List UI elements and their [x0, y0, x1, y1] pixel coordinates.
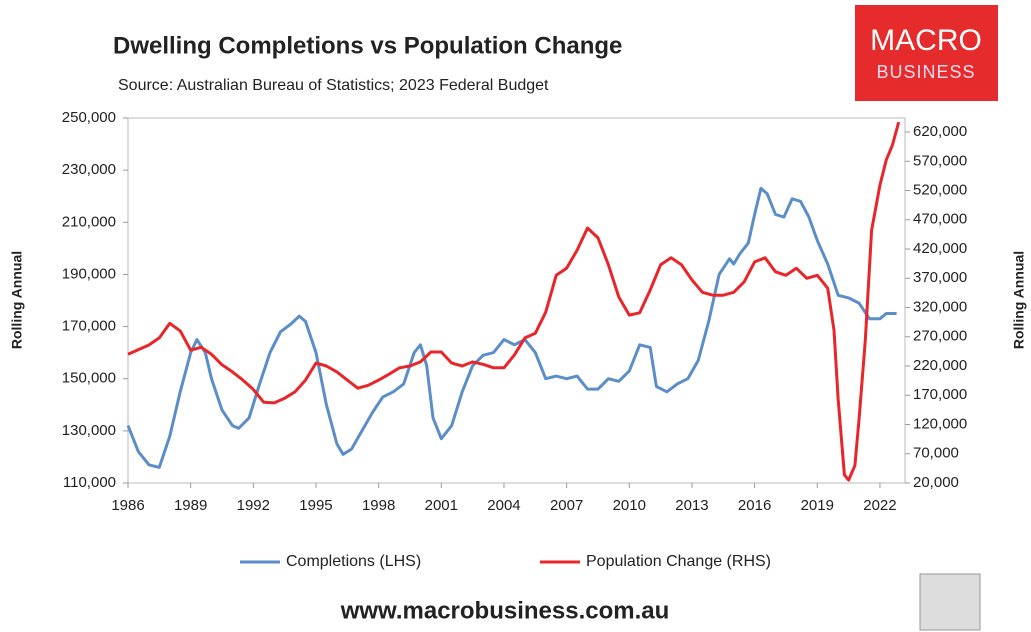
y2-tick-label: 570,000	[913, 152, 967, 169]
y2-axis-title: Rolling Annual	[1011, 251, 1027, 349]
logo-text: BUSINESS	[876, 62, 975, 82]
x-tick-label: 2004	[487, 497, 520, 514]
chart-title: Dwelling Completions vs Population Chang…	[113, 32, 622, 59]
wolf-icon	[919, 573, 981, 631]
chart-subtitle: Source: Australian Bureau of Statistics;…	[118, 77, 549, 94]
y-tick-label: 250,000	[62, 109, 116, 126]
y-tick-label: 170,000	[62, 318, 116, 335]
logo-box	[855, 5, 998, 101]
plot-frame	[127, 117, 906, 484]
series-line	[127, 121, 901, 482]
y2-tick-label: 270,000	[913, 328, 967, 345]
x-tick-label: 2013	[675, 497, 708, 514]
x-tick-label: 2022	[863, 497, 896, 514]
x-tick-label: 1989	[174, 497, 207, 514]
y2-tick-label: 470,000	[913, 211, 967, 228]
legend-label: Completions (LHS)	[286, 553, 421, 570]
y-tick-label: 230,000	[62, 161, 116, 178]
y2-tick-label: 170,000	[913, 386, 967, 403]
x-tick-label: 2010	[613, 497, 646, 514]
y2-tick-label: 220,000	[913, 357, 967, 374]
y2-tick-label: 620,000	[913, 123, 967, 140]
y2-tick-label: 120,000	[913, 415, 967, 432]
x-tick-label: 1995	[299, 497, 332, 514]
x-tick-label: 2007	[550, 497, 583, 514]
y-tick-label: 190,000	[62, 265, 116, 282]
x-tick-label: 1986	[111, 497, 144, 514]
x-tick-label: 2001	[425, 497, 458, 514]
footer: www.macrobusiness.com.au	[340, 597, 670, 624]
y-tick-label: 150,000	[62, 370, 116, 387]
y-axis-title: Rolling Annual	[9, 251, 25, 349]
y2-tick-label: 520,000	[913, 182, 967, 199]
y2-tick-label: 320,000	[913, 298, 967, 315]
y2-tick-label: 370,000	[913, 269, 967, 286]
x-tick-label: 2016	[738, 497, 771, 514]
y2-tick-label: 20,000	[913, 474, 959, 491]
y-tick-label: 210,000	[62, 213, 116, 230]
y-tick-label: 110,000	[63, 474, 116, 491]
x-tick-label: 1992	[237, 497, 270, 514]
x-tick-label: 2019	[801, 497, 834, 514]
x-tick-label: 1998	[362, 497, 395, 514]
y-tick-label: 130,000	[62, 422, 116, 439]
y2-tick-label: 70,000	[913, 445, 959, 462]
y2-tick-label: 420,000	[913, 240, 967, 257]
logo-text: MACRO	[870, 24, 982, 57]
series-line	[126, 186, 897, 469]
legend-label: Population Change (RHS)	[586, 553, 771, 570]
